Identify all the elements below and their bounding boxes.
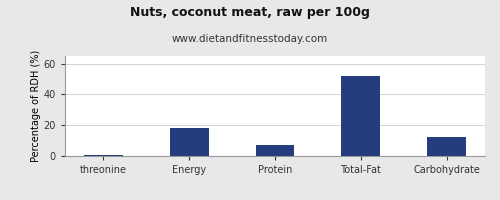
Bar (342, 76, 380, 156)
Bar (170, 128, 208, 156)
Text: Nuts, coconut meat, raw per 100g: Nuts, coconut meat, raw per 100g (130, 6, 370, 19)
Y-axis label: Percentage of RDH (%): Percentage of RDH (%) (31, 50, 41, 162)
Bar (84, 155, 122, 156)
Bar (428, 137, 466, 156)
Bar (256, 145, 294, 156)
Text: www.dietandfitnesstoday.com: www.dietandfitnesstoday.com (172, 34, 328, 44)
